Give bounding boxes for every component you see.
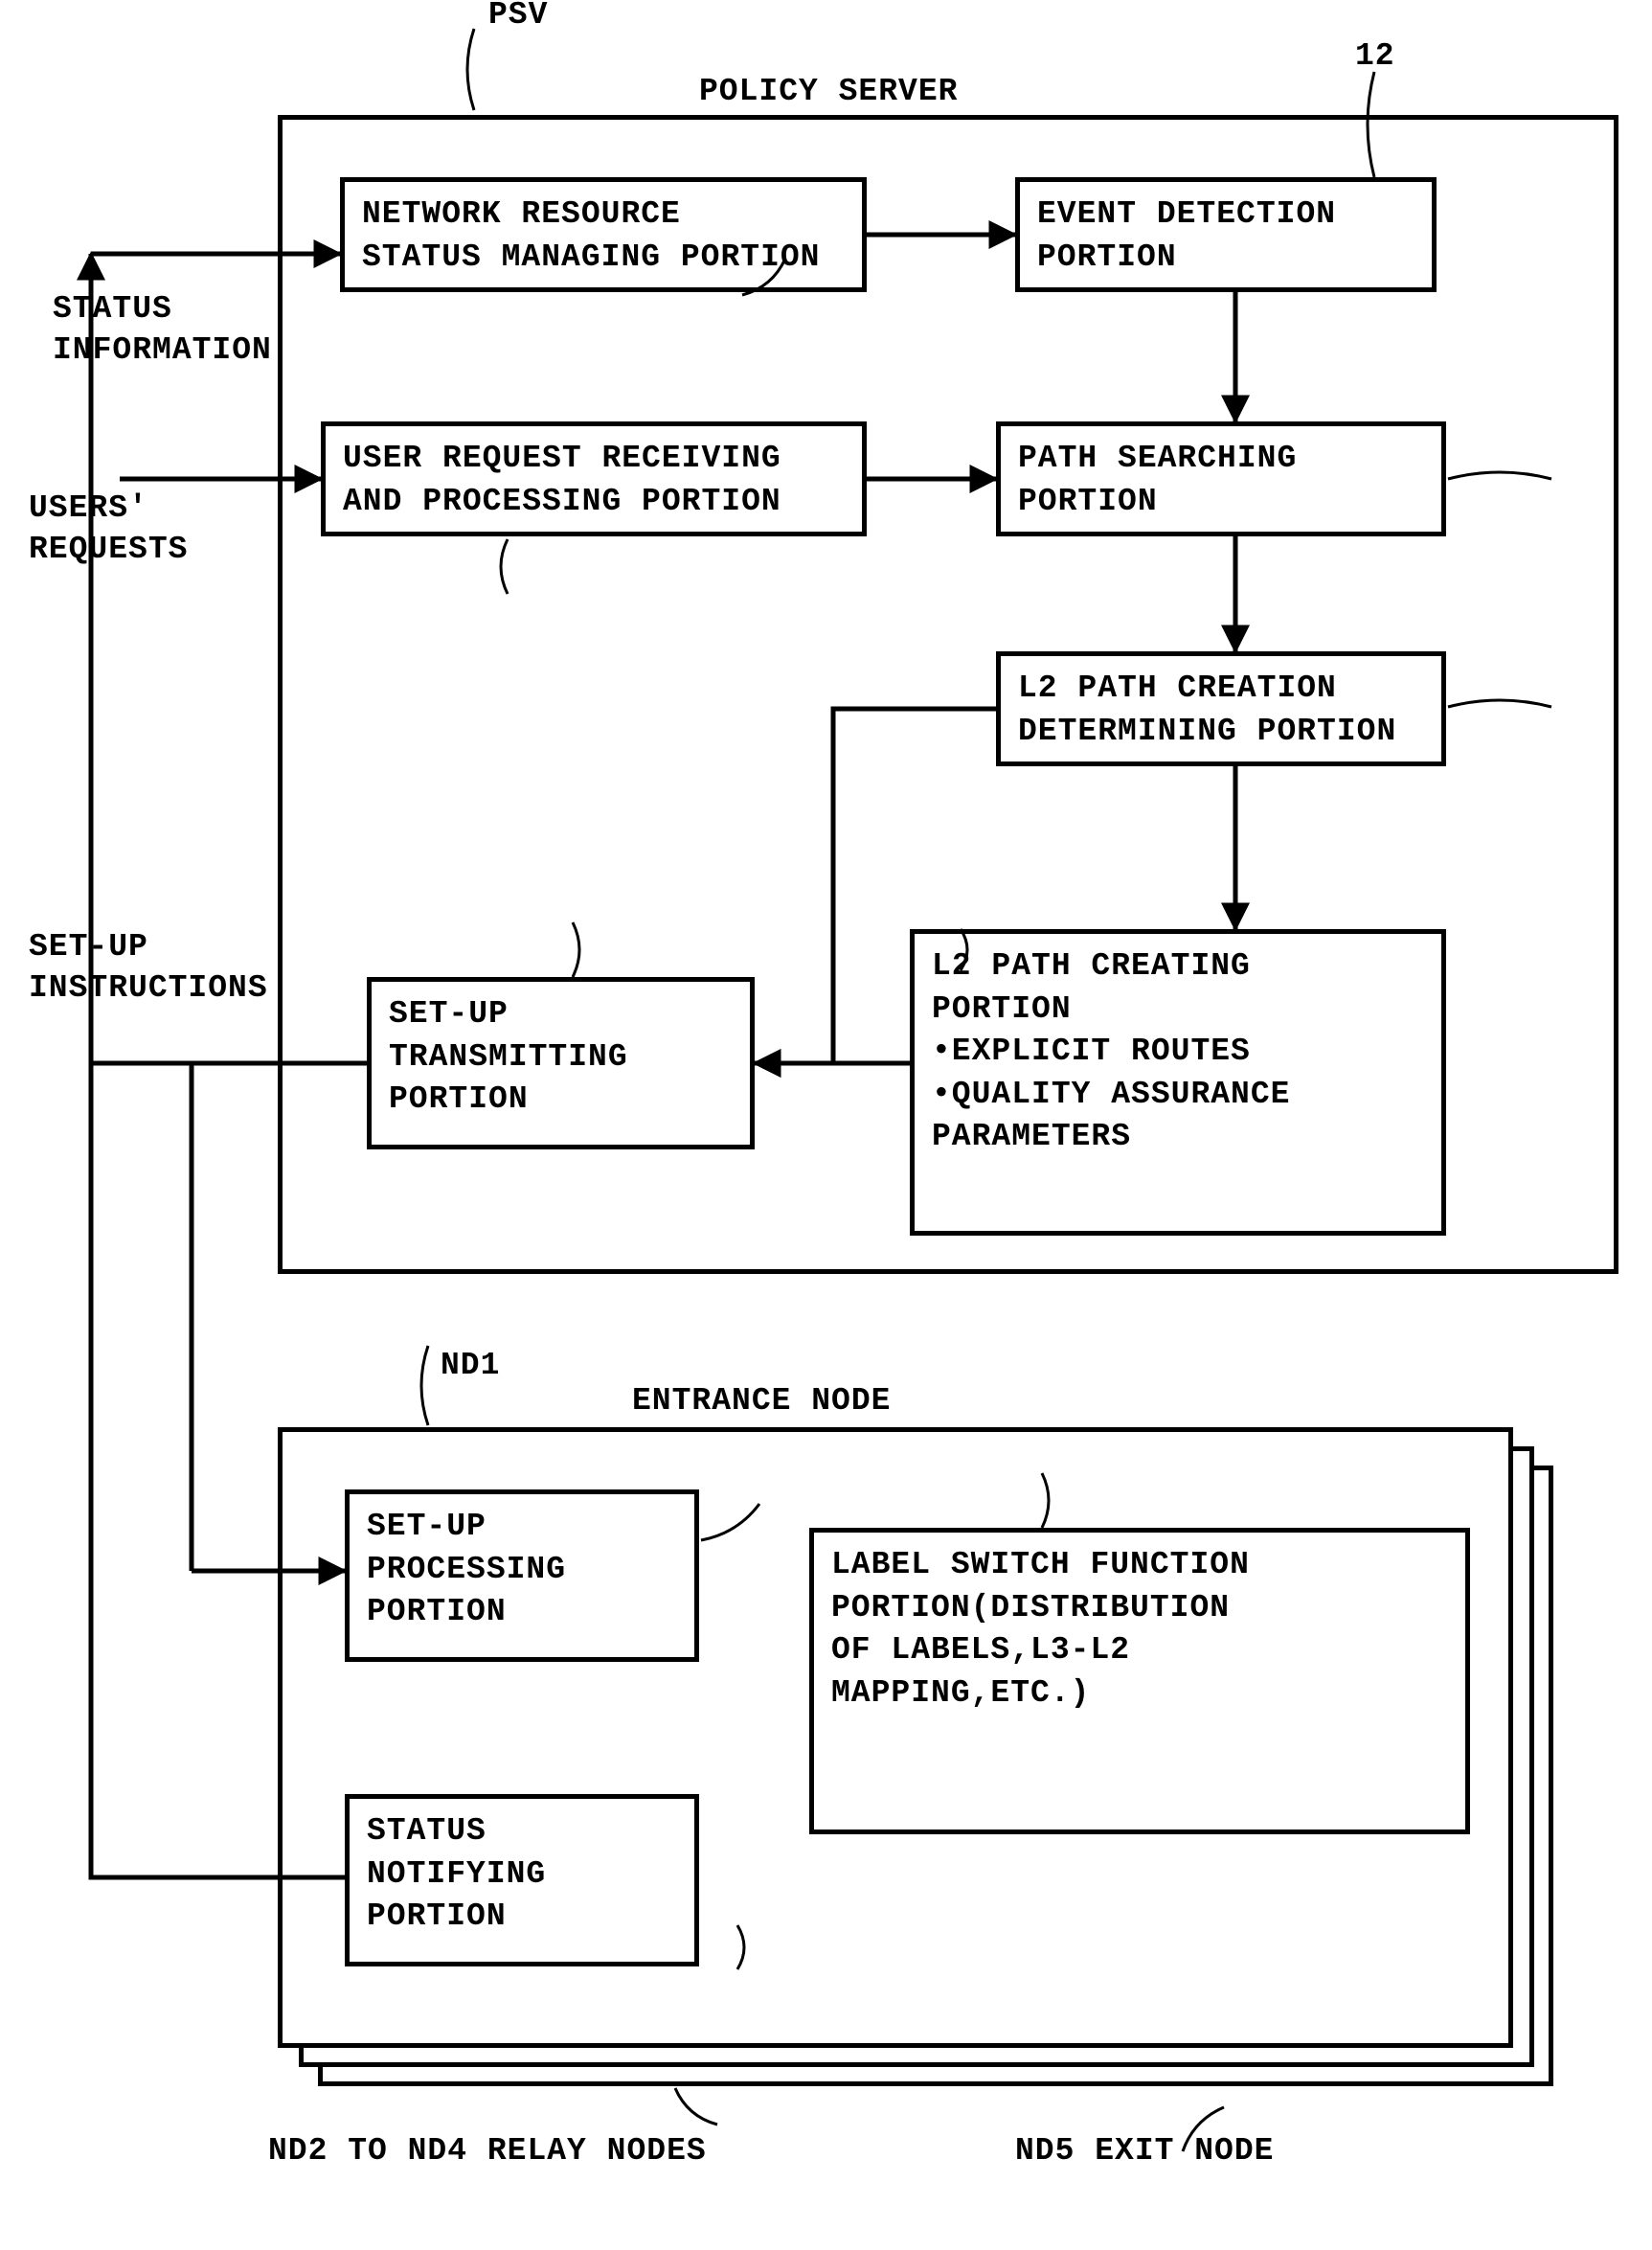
setup-processing-text: SET-UP PROCESSING PORTION [350, 1494, 694, 1646]
diagram-canvas: PSV POLICY SERVER STATUS INFORMATION USE… [0, 0, 1652, 2250]
network-resource-box: NETWORK RESOURCE STATUS MANAGING PORTION [340, 177, 867, 292]
status-notifying-text: STATUS NOTIFYING PORTION [350, 1799, 694, 1950]
l2-creating-box: L2 PATH CREATING PORTION •EXPLICIT ROUTE… [910, 929, 1446, 1236]
user-request-text: USER REQUEST RECEIVING AND PROCESSING PO… [326, 426, 862, 534]
nd1-label: ND1 [441, 1346, 500, 1387]
l2-determining-box: L2 PATH CREATION DETERMINING PORTION [996, 651, 1446, 766]
path-searching-box: PATH SEARCHING PORTION [996, 421, 1446, 536]
nd2-nd4-label: ND2 TO ND4 RELAY NODES [268, 2131, 707, 2172]
event-detection-text: EVENT DETECTION PORTION [1020, 182, 1432, 290]
setup-instructions-label: SET-UP INSTRUCTIONS [29, 927, 268, 1010]
label-switch-box: LABEL SWITCH FUNCTION PORTION(DISTRIBUTI… [809, 1528, 1470, 1834]
psv-label: PSV [488, 0, 548, 36]
l2-determining-text: L2 PATH CREATION DETERMINING PORTION [1001, 656, 1441, 764]
status-info-label: STATUS INFORMATION [53, 289, 272, 372]
l2-creating-text: L2 PATH CREATING PORTION •EXPLICIT ROUTE… [915, 934, 1441, 1170]
user-request-box: USER REQUEST RECEIVING AND PROCESSING PO… [321, 421, 867, 536]
setup-transmitting-text: SET-UP TRANSMITTING PORTION [372, 982, 750, 1133]
nd5-label: ND5 EXIT NODE [1015, 2131, 1274, 2172]
label-switch-text: LABEL SWITCH FUNCTION PORTION(DISTRIBUTI… [814, 1533, 1465, 1726]
event-detection-box: EVENT DETECTION PORTION [1015, 177, 1437, 292]
setup-transmitting-box: SET-UP TRANSMITTING PORTION [367, 977, 755, 1149]
entrance-node-label: ENTRANCE NODE [632, 1381, 891, 1422]
users-requests-label: USERS' REQUESTS [29, 489, 188, 571]
status-notifying-box: STATUS NOTIFYING PORTION [345, 1794, 699, 1966]
policy-server-label: POLICY SERVER [699, 72, 958, 113]
network-resource-text: NETWORK RESOURCE STATUS MANAGING PORTION [345, 182, 862, 290]
setup-processing-box: SET-UP PROCESSING PORTION [345, 1489, 699, 1662]
callout-12: 12 [1355, 36, 1395, 78]
path-searching-text: PATH SEARCHING PORTION [1001, 426, 1441, 534]
